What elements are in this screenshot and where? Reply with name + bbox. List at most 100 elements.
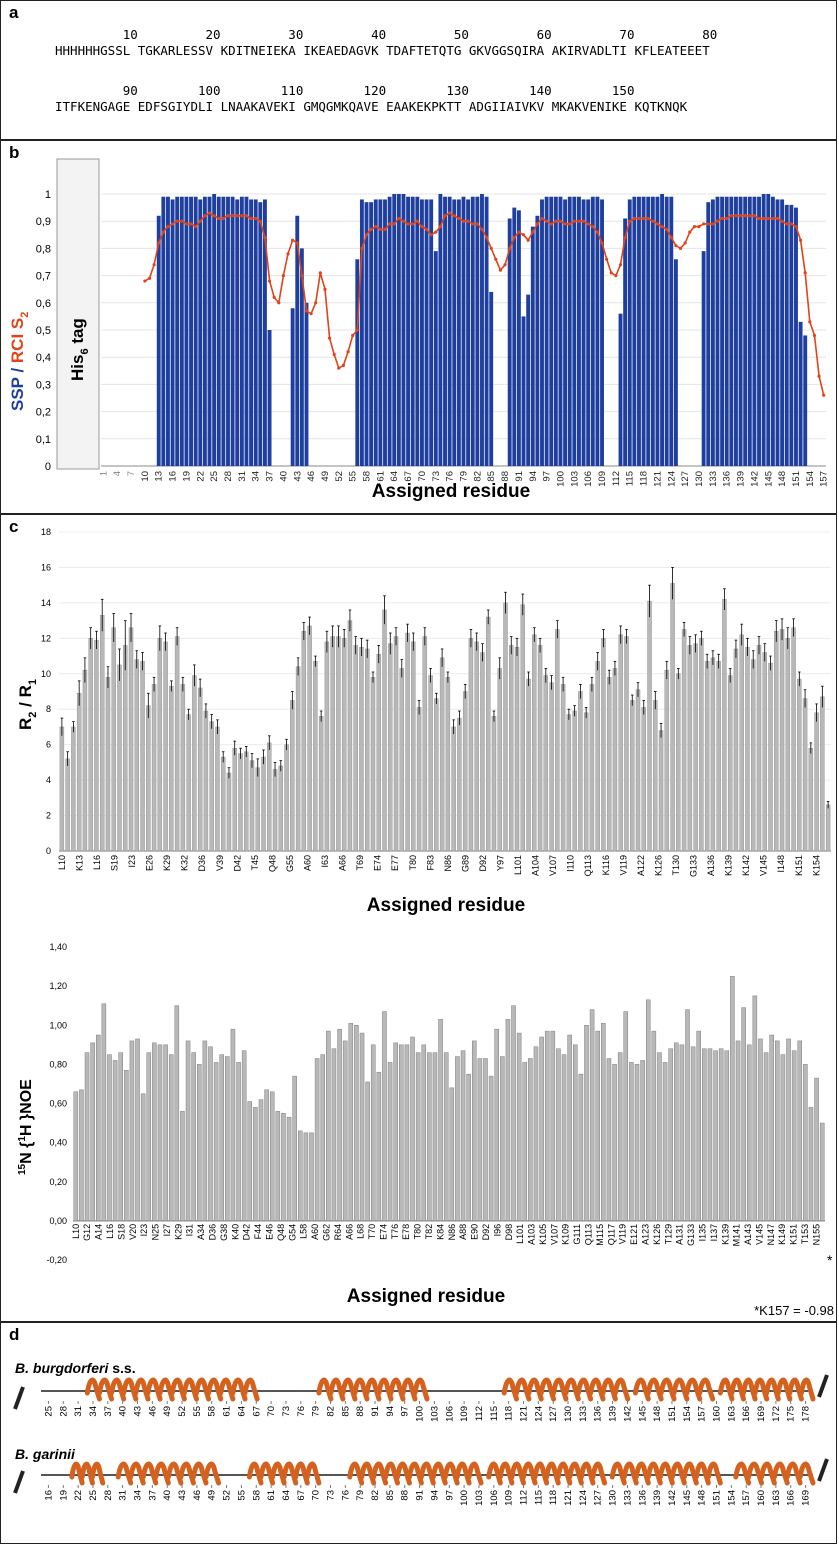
rci-point: [337, 366, 341, 370]
r2r1-bar: [203, 710, 209, 852]
ssp-bar: [364, 202, 369, 466]
helix-turn: [304, 1461, 322, 1486]
noe-bar: [629, 1062, 634, 1222]
residue-tick-label: 52: [222, 1490, 233, 1501]
x-tick-label: G111: [572, 1224, 582, 1245]
helix-turn: [359, 1461, 377, 1486]
noe-bar: [668, 1048, 673, 1222]
noe-bar: [258, 1099, 264, 1222]
noe-bar: [342, 1040, 348, 1222]
r2r1-bar: [209, 721, 214, 852]
noe-bar: [494, 1028, 499, 1222]
x-tick-label: E90: [470, 1224, 480, 1240]
sequence-numbers-2: 90 100 110 120 130 140 150: [55, 83, 635, 98]
noe-bar: [696, 1030, 702, 1222]
helix-turn: [787, 1377, 804, 1402]
residue-tick-label: 61: [266, 1490, 277, 1501]
ssp-bar: [540, 199, 544, 466]
rci-point: [614, 274, 618, 278]
residue-tick-label: 172: [771, 1406, 782, 1422]
rci-point: [665, 227, 669, 231]
r2r1-bar: [635, 689, 641, 852]
x-tick-label: E77: [390, 855, 400, 871]
ssp-bar: [410, 196, 415, 466]
rci-point: [258, 219, 262, 223]
x-tick-label: K109: [561, 1224, 571, 1245]
r2r1-bar: [739, 634, 744, 852]
x-tick-label: E26: [145, 855, 155, 871]
r2r1-bar: [278, 765, 284, 852]
r2r1-bar: [647, 600, 652, 852]
noe-bar: [152, 1042, 157, 1222]
ssp-bar: [175, 196, 180, 466]
y-tick-label: 0,20: [49, 1177, 67, 1187]
x-tick-label: 82: [472, 471, 483, 482]
noe-bar: [662, 1062, 668, 1222]
x-tick-label: D36: [208, 1224, 218, 1241]
ssp-bar: [221, 196, 226, 466]
r2r1-bar: [722, 599, 727, 852]
helix-turn: [567, 1461, 584, 1486]
helix-turn: [784, 1461, 803, 1486]
ssp-bar: [166, 196, 170, 466]
residue-tick-label: 79: [311, 1406, 322, 1417]
residue-tick-label: 151: [712, 1490, 723, 1506]
rci-point: [702, 222, 706, 226]
r2r1-bar: [676, 673, 681, 852]
x-tick-label: D92: [481, 1224, 491, 1241]
residue-tick-label: 28: [58, 1406, 69, 1417]
x-tick-label: 67: [403, 471, 414, 482]
x-tick-label: V119: [618, 1224, 628, 1244]
residue-tick-label: 55: [236, 1490, 247, 1501]
noe-bar: [269, 1091, 275, 1222]
ssp-bar: [170, 199, 175, 466]
x-tick-label: 91: [514, 471, 525, 482]
r2r1-bar: [353, 645, 358, 852]
x-tick-label: A34: [196, 1224, 206, 1240]
ssp-bar: [567, 196, 572, 466]
rci-point: [508, 246, 512, 250]
x-tick-label: L16: [92, 855, 102, 870]
r2r1-bar: [163, 641, 168, 852]
ssp-bar: [480, 194, 484, 466]
species1-label: B. burgdorferi s.s.: [15, 1360, 136, 1376]
helix-turn: [246, 1461, 264, 1486]
residue-tick-label: 73: [281, 1406, 292, 1417]
rci-point: [618, 263, 623, 267]
residue-tick-label: 100: [415, 1406, 426, 1422]
residue-tick-label: 31: [73, 1406, 84, 1417]
ssp-bar: [429, 199, 434, 466]
rci-point: [697, 225, 701, 229]
rci-point: [189, 222, 193, 226]
r2r1-bar: [370, 677, 376, 852]
noe-bar: [354, 1025, 359, 1222]
rci-point: [808, 320, 812, 324]
r2r1-bar: [543, 675, 549, 852]
r2r1-bar: [261, 756, 266, 852]
noe-bar: [95, 1034, 101, 1222]
residue-tick-label: 40: [118, 1406, 129, 1417]
x-tick-label: A122: [636, 855, 646, 876]
x-tick-label: 40: [278, 471, 289, 482]
helix-turn: [621, 1461, 639, 1486]
rci-point: [812, 333, 817, 338]
rci-point: [637, 216, 641, 221]
ssp-bar: [780, 199, 785, 466]
r2r1-bar: [503, 602, 508, 852]
noe-bar: [758, 1038, 763, 1222]
residue-tick-label: 43: [177, 1490, 188, 1501]
residue-tick-label: 178: [801, 1406, 812, 1422]
rci-point: [244, 214, 249, 218]
x-tick-label: S18: [116, 1224, 126, 1240]
residue-tick-label: 67: [296, 1490, 307, 1501]
ssp-bar: [766, 194, 771, 466]
rci-point: [581, 219, 586, 223]
y-tick-label: 0: [45, 461, 51, 473]
residue-tick-label: 94: [385, 1406, 396, 1417]
residue-tick-label: 130: [563, 1406, 574, 1422]
noe-bar: [746, 1044, 752, 1222]
x-tick-label: 85: [486, 471, 497, 482]
residue-tick-label: 67: [251, 1406, 262, 1417]
r2r1-bar: [670, 583, 675, 852]
y-tick-label: 1,40: [49, 942, 67, 952]
